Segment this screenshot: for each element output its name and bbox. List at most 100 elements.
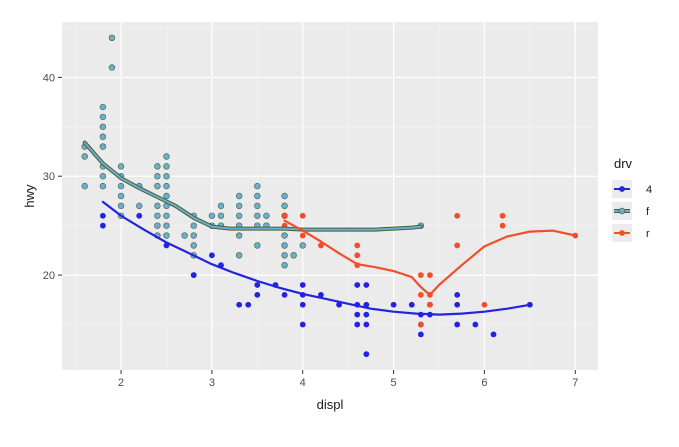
point-f [163,212,170,219]
point-f [190,242,197,249]
point-4 [454,301,461,308]
point-f [163,173,170,180]
point-4 [254,282,261,288]
point-f [99,123,107,130]
point-4 [354,321,361,328]
point-4 [336,301,342,308]
x-tick-label: 2 [118,377,124,389]
point-r [481,301,488,308]
legend-label-r: r [646,228,650,240]
point-f [117,202,125,210]
point-f [99,113,107,121]
point-f [208,212,216,219]
point-f [281,202,288,210]
point-4 [99,212,106,219]
point-f [235,202,243,210]
point-f [81,153,88,160]
point-r [354,252,361,259]
y-tick-label: 30 [43,171,55,183]
point-f [99,182,107,190]
trend-line-f [83,141,422,231]
point-f [281,252,288,259]
point-f [99,133,107,140]
y-axis-title: hwy [22,184,37,208]
point-f [117,163,125,170]
legend: drv 4 fr [612,156,652,242]
point-4 [190,272,197,278]
point-f [117,182,125,190]
point-f [235,252,243,259]
point-r [454,242,461,249]
point-f [190,232,197,239]
point-r [299,232,306,239]
point-f [154,173,161,180]
y-tick-label: 20 [43,270,55,282]
point-f [254,242,261,249]
point-f [154,163,161,170]
point-4 [363,351,370,358]
point-4 [490,331,497,338]
point-f [299,242,306,249]
point-4 [354,282,361,288]
point-4 [363,301,370,308]
x-tick-label: 7 [572,377,578,389]
point-r [354,242,361,249]
point-4 [454,291,461,298]
legend-point-f [618,207,626,215]
point-r [417,291,424,298]
legend-label-f: f [646,206,650,218]
point-f [163,192,170,200]
point-r [427,272,433,278]
point-4 [245,301,252,308]
point-f [163,232,170,239]
point-f [235,192,243,200]
point-f [154,222,161,229]
point-4 [390,301,397,308]
point-f [281,192,288,200]
point-r [299,212,306,219]
point-f [217,212,225,219]
point-r [281,212,288,219]
x-tick-label: 3 [209,377,215,389]
plot-panel [62,22,598,370]
point-f [254,192,261,200]
point-f [281,262,288,269]
point-f [163,163,170,170]
point-r [417,272,424,278]
point-4 [454,321,461,328]
point-f [254,202,261,210]
point-4 [354,311,361,318]
point-f [99,173,107,180]
point-f [163,153,170,160]
point-f [281,242,288,249]
x-tick-label: 6 [481,377,487,389]
point-f [108,64,116,71]
point-f [217,202,225,210]
point-4 [99,222,106,229]
legend-title: drv [614,156,633,171]
point-f [235,232,243,239]
point-f [263,212,270,219]
point-4 [363,321,370,328]
point-f [254,212,261,219]
point-f [163,222,170,229]
point-f [108,34,116,42]
trend-line-4 [101,200,531,316]
point-r [499,212,506,219]
point-4 [136,212,143,219]
point-f [154,182,161,190]
axes: 2 3 4 5 6 7 20 30 40 [43,72,579,389]
y-tick-label: 40 [43,72,55,84]
trend-line-r [283,219,577,296]
point-f [235,212,243,219]
point-4 [299,321,306,328]
point-f [163,182,170,190]
point-4 [363,282,370,288]
legend-point-r [619,230,625,236]
point-4 [472,321,479,328]
point-r [454,212,461,219]
point-4 [254,291,261,298]
legend-label-4: 4 [646,184,652,196]
chart-marks [81,34,579,358]
